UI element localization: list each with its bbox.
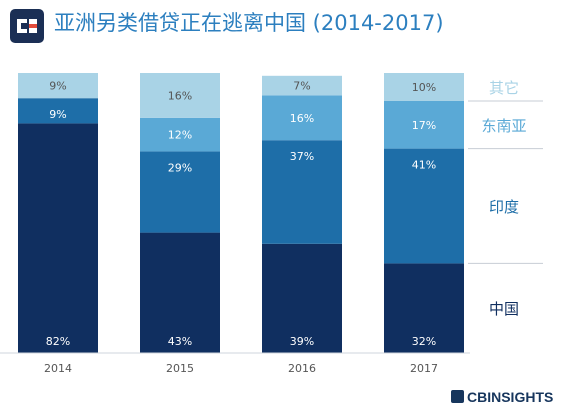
brand-footer: CBINSIGHTS bbox=[451, 389, 553, 405]
data-label: 16% bbox=[168, 89, 192, 102]
data-label: 29% bbox=[168, 161, 192, 174]
data-label: 32% bbox=[412, 335, 436, 348]
data-label: 9% bbox=[49, 108, 66, 121]
brand-name: CBINSIGHTS bbox=[467, 389, 554, 405]
bar-segment bbox=[262, 95, 342, 141]
data-label: 43% bbox=[168, 335, 192, 348]
bar-segment bbox=[140, 151, 220, 233]
data-label: 82% bbox=[46, 335, 70, 348]
bar-segment bbox=[18, 73, 98, 99]
bar-segment bbox=[140, 117, 220, 152]
cb-mark-icon bbox=[451, 390, 464, 403]
legend-label: 其它 bbox=[489, 79, 519, 97]
x-tick-label: 2016 bbox=[288, 362, 316, 375]
data-label: 17% bbox=[412, 119, 436, 132]
legend-label: 印度 bbox=[489, 198, 519, 216]
data-label: 9% bbox=[49, 80, 66, 93]
bar-segment bbox=[18, 98, 98, 124]
data-label: 12% bbox=[168, 129, 192, 142]
x-tick-label: 2014 bbox=[44, 362, 72, 375]
legend-label: 中国 bbox=[489, 300, 519, 318]
x-tick-label: 2017 bbox=[410, 362, 438, 375]
data-label: 39% bbox=[290, 335, 314, 348]
bar-segment bbox=[140, 232, 220, 353]
cb-insights-logo-icon bbox=[10, 9, 44, 43]
bar-segment bbox=[262, 243, 342, 353]
bar-segment bbox=[18, 123, 98, 354]
data-label: 7% bbox=[293, 80, 310, 93]
bar-segment bbox=[262, 140, 342, 244]
legend-label: 东南亚 bbox=[481, 117, 526, 135]
data-label: 16% bbox=[290, 112, 314, 125]
data-label: 37% bbox=[290, 150, 314, 163]
bar-segment bbox=[262, 75, 342, 96]
x-tick-label: 2015 bbox=[166, 362, 194, 375]
bar-segment bbox=[140, 73, 220, 118]
chart-title: 亚洲另类借贷正在逃离中国 (2014-2017) bbox=[54, 11, 444, 35]
header: 亚洲另类借贷正在逃离中国 (2014-2017) bbox=[0, 0, 581, 50]
bar-segment bbox=[384, 73, 464, 101]
data-label: 10% bbox=[412, 81, 436, 94]
bar-segment bbox=[384, 101, 464, 149]
bar-segment bbox=[384, 263, 464, 353]
data-label: 41% bbox=[412, 159, 436, 172]
bar-segment bbox=[384, 148, 464, 264]
